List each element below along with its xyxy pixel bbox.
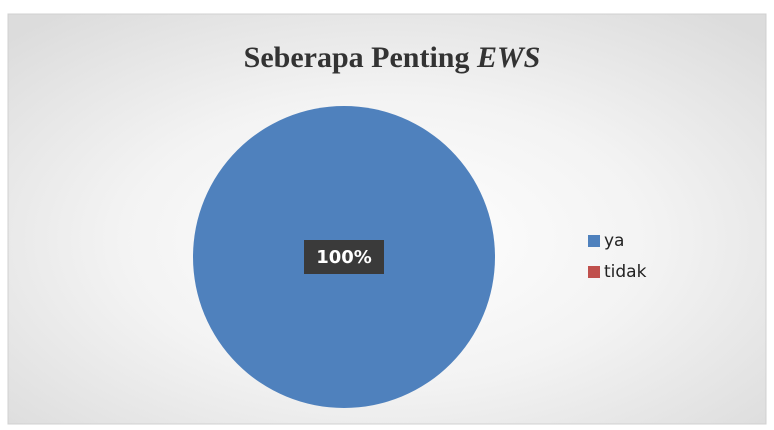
- data-label-box: [304, 240, 384, 274]
- title-text: Seberapa Penting: [244, 41, 477, 74]
- legend-swatch: [588, 266, 600, 278]
- legend-label: ya: [604, 231, 624, 251]
- data-label: 100%: [316, 247, 372, 268]
- title-italic: EWS: [476, 41, 540, 74]
- chart-title: Seberapa Penting EWS: [244, 41, 541, 74]
- legend-swatch: [588, 235, 600, 247]
- legend-label: tidak: [604, 262, 647, 282]
